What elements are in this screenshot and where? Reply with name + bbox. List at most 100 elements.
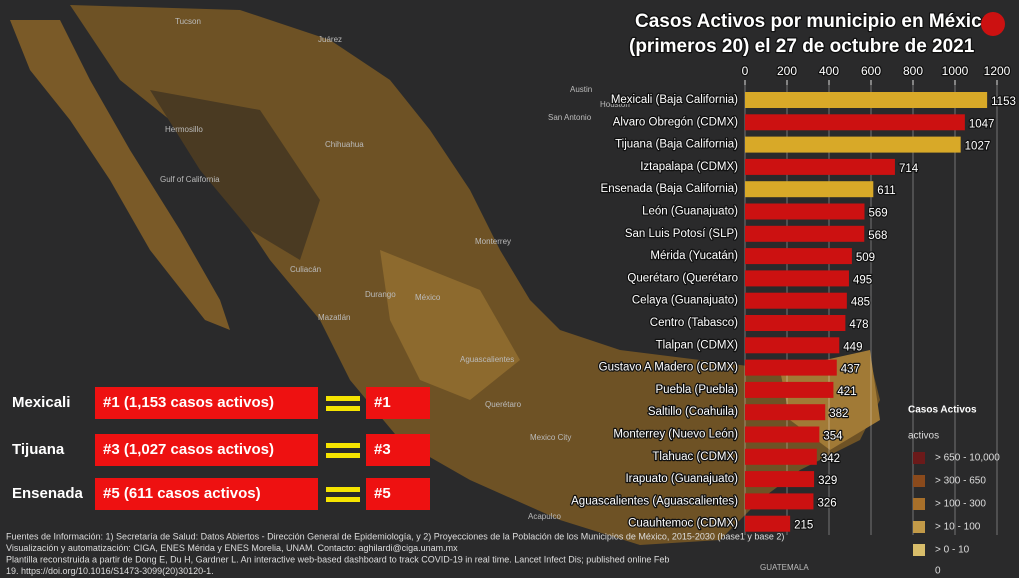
rank-text: #1 bbox=[374, 394, 391, 411]
bar bbox=[745, 248, 852, 265]
bar bbox=[745, 270, 849, 287]
callout-city: Mexicali bbox=[12, 394, 70, 411]
value-label: 437 bbox=[841, 364, 860, 376]
bar bbox=[745, 448, 817, 465]
value-label: 329 bbox=[818, 475, 837, 487]
callout-box bbox=[95, 478, 318, 510]
legend-swatch bbox=[913, 544, 925, 556]
footer-line: Fuentes de Información: 1) Secretaría de… bbox=[6, 531, 784, 541]
rank-box bbox=[366, 478, 430, 510]
bar bbox=[745, 225, 865, 242]
callout-text: #5 (611 casos activos) bbox=[103, 485, 261, 502]
y-tick-label: Querétaro (Querétaro bbox=[627, 272, 738, 284]
legend-label: > 10 - 100 bbox=[935, 522, 981, 533]
map-label: Aguascalientes bbox=[460, 355, 514, 364]
bar bbox=[745, 114, 965, 131]
value-label: 509 bbox=[856, 252, 875, 264]
value-label: 215 bbox=[794, 520, 813, 532]
bar bbox=[745, 471, 815, 488]
y-tick-label: Irapuato (Guanajuato) bbox=[625, 473, 738, 485]
legend-label: > 0 - 10 bbox=[935, 545, 970, 556]
bar bbox=[745, 493, 814, 510]
callout-text: #3 (1,027 casos activos) bbox=[103, 441, 274, 458]
callout-city: Tijuana bbox=[12, 441, 65, 458]
logo bbox=[981, 12, 1005, 36]
value-label: 714 bbox=[899, 163, 919, 175]
equals-bottom bbox=[326, 453, 360, 458]
y-tick-label: Monterrey (Nuevo León) bbox=[613, 429, 738, 441]
bar bbox=[745, 158, 895, 175]
y-tick-label: Mérida (Yucatán) bbox=[650, 250, 738, 262]
legend-swatch bbox=[913, 475, 925, 487]
value-label: 382 bbox=[829, 408, 848, 420]
bar bbox=[745, 381, 834, 398]
x-tick-label: 600 bbox=[861, 64, 881, 78]
map-label: Tucson bbox=[175, 17, 201, 26]
value-label: 495 bbox=[853, 274, 872, 286]
map-region bbox=[150, 90, 320, 260]
bar bbox=[745, 337, 840, 354]
map-label: Juárez bbox=[318, 35, 342, 44]
map-label: Chihuahua bbox=[325, 140, 364, 149]
bar bbox=[745, 315, 846, 331]
bar bbox=[745, 359, 837, 376]
footer-line: 19. https://doi.org/10.1016/S1473-3099(2… bbox=[6, 566, 214, 576]
callout-box bbox=[95, 434, 318, 466]
callout-box bbox=[95, 387, 318, 419]
map-label: Culiacán bbox=[290, 265, 321, 274]
value-label: 354 bbox=[823, 431, 843, 443]
bar bbox=[745, 515, 791, 532]
map-label: Monterrey bbox=[475, 237, 511, 246]
value-label: 568 bbox=[868, 230, 887, 242]
bar bbox=[745, 203, 865, 220]
x-tick-label: 800 bbox=[903, 64, 923, 78]
y-tick-label: Tijuana (Baja California) bbox=[615, 139, 738, 151]
legend-swatch bbox=[913, 498, 925, 510]
legend-label: > 650 - 10,000 bbox=[935, 453, 1000, 464]
bar bbox=[745, 292, 847, 309]
y-tick-label: Gustavo A Madero (CDMX) bbox=[599, 362, 738, 374]
callout-city: Ensenada bbox=[12, 485, 84, 502]
x-tick-label: 200 bbox=[777, 64, 797, 78]
value-label: 485 bbox=[851, 297, 870, 309]
y-tick-label: Alvaro Obregón (CDMX) bbox=[613, 116, 738, 128]
legend-subtitle: activos bbox=[908, 431, 939, 442]
value-label: 342 bbox=[821, 453, 840, 465]
x-tick-label: 0 bbox=[742, 64, 749, 78]
legend-swatch bbox=[913, 452, 925, 464]
value-label: 326 bbox=[817, 497, 836, 509]
map-label: Gulf of California bbox=[160, 175, 220, 184]
map-label: Mazatlán bbox=[318, 313, 350, 322]
value-label: 478 bbox=[849, 319, 868, 331]
map-label: Houston bbox=[600, 100, 630, 109]
value-label: 569 bbox=[868, 208, 887, 220]
value-label: 449 bbox=[843, 341, 862, 353]
y-tick-label: Cuauhtemoc (CDMX) bbox=[628, 518, 738, 530]
y-tick-label: Tlahuac (CDMX) bbox=[652, 451, 738, 463]
y-tick-label: Puebla (Puebla) bbox=[656, 384, 739, 396]
bar bbox=[745, 426, 820, 443]
map-label: Mexico City bbox=[530, 433, 571, 442]
footer-line: Plantilla reconstruida a partir de Dong … bbox=[6, 554, 669, 564]
rank-box bbox=[366, 387, 430, 419]
y-tick-label: Mexicali (Baja California) bbox=[611, 94, 738, 106]
map-label: Hermosillo bbox=[165, 125, 203, 134]
bar bbox=[745, 92, 988, 108]
value-label: 421 bbox=[837, 386, 856, 398]
y-tick-label: Celaya (Guanajuato) bbox=[632, 295, 738, 307]
legend-swatch bbox=[913, 521, 925, 533]
map-label: GUATEMALA bbox=[760, 563, 809, 572]
bar bbox=[745, 404, 826, 421]
y-tick-label: San Luis Potosí (SLP) bbox=[625, 228, 738, 240]
y-tick-label: León (Guanajuato) bbox=[642, 206, 738, 218]
x-tick-label: 1000 bbox=[942, 64, 969, 78]
equals-top bbox=[326, 396, 360, 401]
y-tick-label: Iztapalapa (CDMX) bbox=[640, 161, 738, 173]
legend-label: > 100 - 300 bbox=[935, 499, 986, 510]
y-tick-label: Centro (Tabasco) bbox=[650, 317, 738, 329]
bar bbox=[745, 181, 874, 198]
map-label: Austin bbox=[570, 85, 592, 94]
footer-line: Visualización y automatización: CIGA, EN… bbox=[6, 543, 458, 553]
y-tick-label: Ensenada (Baja California) bbox=[601, 183, 739, 195]
